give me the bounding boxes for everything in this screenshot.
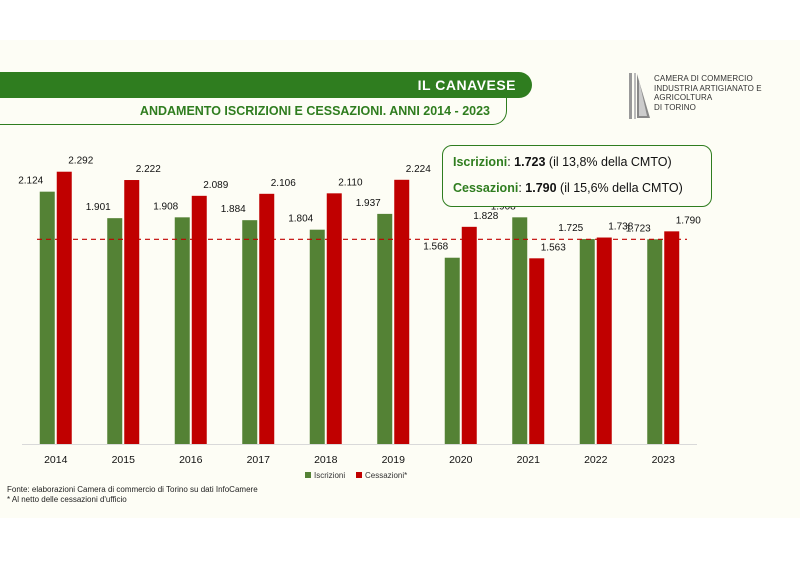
data-label-iscrizioni-2022: 1.725 bbox=[558, 223, 583, 234]
bar-iscrizioni-2017 bbox=[242, 220, 258, 444]
summary-iscrizioni-label: Iscrizioni bbox=[453, 155, 508, 169]
legend-label-cessazioni: Cessazioni* bbox=[365, 471, 407, 480]
bar-iscrizioni-2018 bbox=[309, 229, 325, 444]
data-label-iscrizioni-2014: 2.124 bbox=[18, 176, 43, 187]
x-tick-label-2023: 2023 bbox=[652, 454, 676, 466]
x-tick-label-2021: 2021 bbox=[517, 454, 541, 466]
data-label-iscrizioni-2016: 1.908 bbox=[153, 201, 178, 212]
data-label-cessazioni-2014: 2.292 bbox=[68, 156, 93, 167]
legend-swatch-cessazioni bbox=[356, 472, 362, 478]
data-label-iscrizioni-2020: 1.568 bbox=[423, 242, 448, 253]
data-label-cessazioni-2016: 2.089 bbox=[203, 180, 228, 191]
data-label-cessazioni-2017: 2.106 bbox=[271, 178, 296, 189]
logo-text: CAMERA DI COMMERCIO INDUSTRIA ARTIGIANAT… bbox=[654, 74, 798, 112]
x-tick-label-2014: 2014 bbox=[44, 454, 68, 466]
x-tick-label-2018: 2018 bbox=[314, 454, 338, 466]
summary-cessazioni-note: (il 15,6% della CMTO) bbox=[560, 181, 683, 195]
x-tick-label-2017: 2017 bbox=[247, 454, 271, 466]
x-tick-label-2020: 2020 bbox=[449, 454, 473, 466]
data-label-cessazioni-2019: 2.224 bbox=[406, 164, 431, 175]
title-banner: IL CANAVESE bbox=[0, 72, 532, 98]
data-label-iscrizioni-2015: 1.901 bbox=[86, 202, 111, 213]
bar-cessazioni-2020 bbox=[461, 226, 477, 444]
bar-iscrizioni-2023 bbox=[647, 239, 663, 444]
logo-line-1: CAMERA DI COMMERCIO bbox=[654, 74, 753, 83]
data-label-iscrizioni-2019: 1.937 bbox=[356, 198, 381, 209]
bar-cessazioni-2023 bbox=[664, 231, 680, 444]
data-label-iscrizioni-2017: 1.884 bbox=[221, 204, 246, 215]
logo-line-2: INDUSTRIA ARTIGIANATO E AGRICOLTURA bbox=[654, 83, 762, 103]
summary-cessazioni: Cessazioni: 1.790 (il 15,6% della CMTO) bbox=[453, 181, 683, 195]
data-label-iscrizioni-2023: 1.723 bbox=[626, 223, 651, 234]
bar-iscrizioni-2015 bbox=[107, 218, 123, 444]
bar-iscrizioni-2014 bbox=[39, 191, 55, 444]
legend-label-iscrizioni: Iscrizioni bbox=[314, 471, 345, 480]
bar-cessazioni-2019 bbox=[394, 179, 410, 444]
summary-iscrizioni-value: 1.723 bbox=[514, 155, 546, 169]
summary-iscrizioni-note: (il 13,8% della CMTO) bbox=[548, 155, 672, 169]
bar-iscrizioni-2016 bbox=[174, 217, 190, 444]
bar-iscrizioni-2021 bbox=[512, 217, 528, 444]
summary-cessazioni-label: Cessazioni bbox=[453, 181, 519, 195]
bar-cessazioni-2021 bbox=[529, 258, 545, 444]
bar-cessazioni-2022 bbox=[596, 237, 612, 444]
bar-iscrizioni-2019 bbox=[377, 213, 393, 444]
bar-iscrizioni-2020 bbox=[444, 257, 460, 444]
footer-note: * Al netto delle cessazioni d'ufficio bbox=[7, 495, 127, 504]
footer-source: Fonte: elaborazioni Camera di commercio … bbox=[7, 485, 258, 494]
bar-cessazioni-2016 bbox=[191, 195, 207, 444]
summary-iscrizioni: Iscrizioni: 1.723 (il 13,8% della CMTO) bbox=[453, 155, 672, 169]
logo-line-3: DI TORINO bbox=[654, 102, 696, 112]
legend-swatch-iscrizioni bbox=[305, 472, 311, 478]
subtitle-banner: ANDAMENTO ISCRIZIONI E CESSAZIONI. ANNI … bbox=[0, 98, 507, 125]
x-tick-label-2019: 2019 bbox=[382, 454, 406, 466]
bar-cessazioni-2014 bbox=[56, 171, 72, 445]
summary-cessazioni-value: 1.790 bbox=[525, 181, 557, 195]
bar-cessazioni-2017 bbox=[259, 193, 275, 444]
data-label-cessazioni-2015: 2.222 bbox=[136, 164, 161, 175]
x-tick-label-2015: 2015 bbox=[112, 454, 136, 466]
page-title: IL CANAVESE bbox=[417, 77, 516, 93]
data-label-iscrizioni-2018: 1.804 bbox=[288, 214, 313, 225]
data-label-cessazioni-2021: 1.563 bbox=[541, 242, 566, 253]
bar-cessazioni-2018 bbox=[326, 193, 342, 444]
x-tick-label-2022: 2022 bbox=[584, 454, 608, 466]
page-subtitle: ANDAMENTO ISCRIZIONI E CESSAZIONI. ANNI … bbox=[139, 104, 490, 118]
chamber-logo: CAMERA DI COMMERCIO INDUSTRIA ARTIGIANAT… bbox=[628, 72, 798, 120]
summary-box: Iscrizioni: 1.723 (il 13,8% della CMTO) … bbox=[442, 145, 712, 207]
data-label-cessazioni-2018: 2.110 bbox=[338, 177, 363, 188]
bar-iscrizioni-2022 bbox=[579, 239, 595, 444]
data-label-cessazioni-2023: 1.790 bbox=[676, 215, 701, 226]
data-label-cessazioni-2020: 1.828 bbox=[473, 211, 498, 222]
bar-cessazioni-2015 bbox=[124, 180, 140, 444]
footer: Fonte: elaborazioni Camera di commercio … bbox=[7, 485, 258, 505]
data-label-cessazioni-2022: 1.738 bbox=[608, 222, 633, 233]
x-tick-label-2016: 2016 bbox=[179, 454, 203, 466]
logo-emblem-icon bbox=[629, 73, 650, 119]
